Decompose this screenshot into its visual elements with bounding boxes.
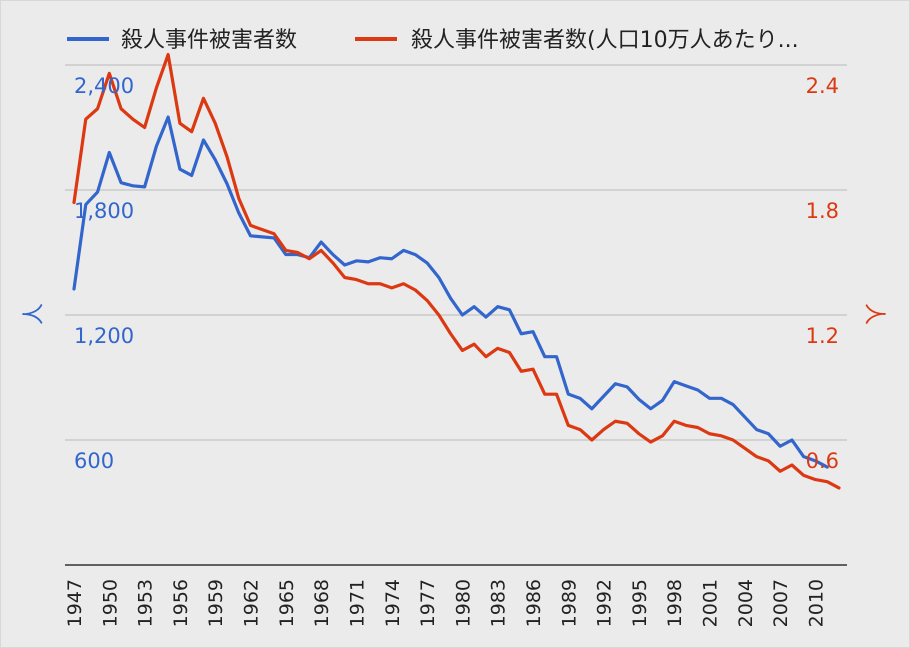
y-left-tick-label: 2,400 — [74, 74, 134, 98]
y-left-tick-label: 1,800 — [74, 199, 134, 223]
x-tick-label: 1956 — [170, 579, 192, 627]
x-tick-label: 1992 — [594, 579, 616, 627]
x-tick-label: 1965 — [276, 579, 298, 627]
x-tick-label: 1980 — [452, 579, 474, 627]
x-tick-label: 1962 — [241, 579, 263, 627]
y-right-axis-title: 人 — [861, 303, 886, 325]
x-tick-label: 1995 — [629, 579, 651, 627]
y-left-axis-title: 人 — [22, 303, 47, 325]
x-tick-label: 1998 — [664, 579, 686, 627]
y-left-tick-labels: 600 1,200 1,800 2,400 — [74, 74, 134, 473]
y-right-tick-label: 1.2 — [806, 324, 839, 348]
legend-label-series-2[interactable]: 殺人事件被害者数(人口10万人あたり... — [411, 28, 799, 53]
y-right-tick-label: 0.6 — [806, 449, 839, 473]
series-line-1[interactable] — [72, 115, 829, 469]
x-tick-label: 1947 — [64, 579, 86, 627]
series-layer — [72, 52, 841, 490]
x-tick-label: 2010 — [805, 579, 827, 627]
legend: 殺人事件被害者数 殺人事件被害者数(人口10万人あたり... — [67, 28, 799, 53]
y-left-tick-label: 1,200 — [74, 324, 134, 348]
x-tick-label: 2001 — [700, 579, 722, 627]
x-tick-label: 1974 — [382, 579, 404, 627]
x-tick-label: 1977 — [417, 579, 439, 627]
x-tick-label: 1983 — [488, 579, 510, 627]
y-left-tick-label: 600 — [74, 449, 114, 473]
x-tick-label: 1959 — [205, 579, 227, 627]
x-tick-labels: 1947 1950 1953 1956 1959 1962 1965 1968 1971 1974… — [64, 579, 827, 627]
x-tick-label: 1953 — [135, 579, 157, 627]
x-tick-label: 1971 — [346, 579, 368, 627]
x-tick-label: 2004 — [735, 579, 757, 627]
legend-label-series-1[interactable]: 殺人事件被害者数 — [121, 28, 297, 53]
series-line-2[interactable] — [72, 52, 841, 490]
gridlines — [65, 64, 847, 441]
x-tick-label: 1968 — [311, 579, 333, 627]
y-right-tick-label: 2.4 — [806, 74, 839, 98]
x-tick-label: 1986 — [523, 579, 545, 627]
x-tick-label: 1989 — [558, 579, 580, 627]
x-tick-label: 1950 — [99, 579, 121, 627]
y-right-tick-label: 1.8 — [806, 199, 839, 223]
x-tick-label: 2007 — [770, 579, 792, 627]
y-right-tick-labels: 0.6 1.2 1.8 2.4 — [806, 74, 839, 473]
